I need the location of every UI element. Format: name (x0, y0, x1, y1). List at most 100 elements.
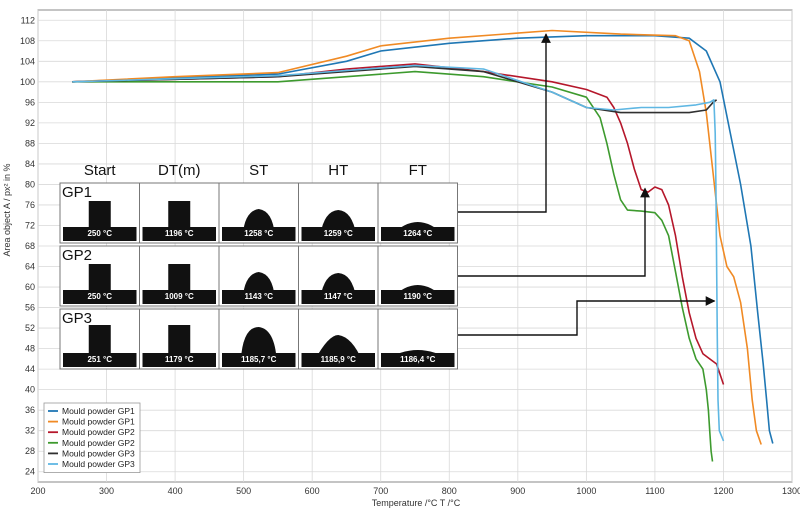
snapshot-column-header: ST (249, 162, 268, 179)
snapshot-temperature: 250 °C (87, 292, 112, 301)
x-tick-label: 1000 (576, 486, 596, 496)
snapshot-temperature: 1179 °C (165, 355, 194, 364)
series-line-2 (72, 29, 762, 445)
series-line-4 (72, 70, 714, 462)
snapshot-temperature: 1009 °C (165, 292, 194, 301)
specimen-silhouette (168, 201, 191, 235)
specimen-silhouette (88, 264, 111, 298)
y-tick-label: 44 (25, 364, 35, 374)
y-tick-label: 76 (25, 200, 35, 210)
specimen-silhouette (168, 264, 191, 298)
x-tick-label: 1200 (713, 486, 733, 496)
y-tick-label: 92 (25, 118, 35, 128)
temperature-strip (142, 227, 216, 239)
x-axis-label: Temperature /°C T /°C (372, 498, 461, 508)
x-tick-label: 500 (236, 486, 251, 496)
y-tick-label: 64 (25, 262, 35, 272)
y-axis-label: Area object A / px² in % (2, 163, 12, 256)
legend-entry: Mould powder GP2 (62, 427, 135, 437)
y-tick-label: 36 (25, 405, 35, 415)
snapshot-panels: Start DT(m) ST HT FT GP1 250 °C 1196 °C 1258 °C 1… (59, 162, 458, 370)
temperature-strip (222, 227, 296, 239)
snapshot-row-gp1: GP1 250 °C 1196 °C 1258 °C 1259 °C 1264 °C (59, 182, 458, 244)
specimen-silhouette (88, 201, 111, 235)
x-tick-label: 700 (373, 486, 388, 496)
snapshot-column-header: HT (328, 162, 348, 179)
legend-entry: Mould powder GP2 (62, 438, 135, 448)
y-tick-label: 68 (25, 241, 35, 251)
y-tick-label: 48 (25, 344, 35, 354)
snapshot-temperature: 1259 °C (324, 229, 353, 238)
temperature-strip (381, 290, 455, 302)
tick-labels: 200 300 400 500 600 700 800 900 1000 1100 1200 1300… (20, 15, 800, 496)
legend-entry: Mould powder GP1 (62, 417, 135, 427)
y-tick-label: 60 (25, 282, 35, 292)
y-tick-label: 72 (25, 220, 35, 230)
temperature-strip (63, 353, 137, 365)
snapshot-temperature: 1185,7 °C (241, 355, 276, 364)
snapshot-column-header: DT(m) (158, 162, 200, 179)
y-tick-label: 108 (20, 36, 35, 46)
specimen-silhouette (88, 325, 111, 361)
x-tick-label: 200 (30, 486, 45, 496)
snapshot-row-label: GP2 (62, 247, 92, 264)
snapshot-temperature: 1147 °C (324, 292, 353, 301)
x-tick-label: 400 (168, 486, 183, 496)
x-tick-label: 600 (305, 486, 320, 496)
annotation-arrows (458, 33, 716, 336)
snapshot-row-label: GP3 (62, 310, 92, 327)
x-tick-label: 1100 (645, 486, 664, 496)
series-lines (72, 29, 774, 462)
annotation-arrow (458, 187, 650, 277)
y-tick-label: 100 (20, 77, 35, 87)
y-tick-label: 96 (25, 97, 35, 107)
temperature-strip (381, 227, 455, 239)
temperature-strip (381, 353, 455, 365)
specimen-silhouette (240, 327, 277, 361)
legend-box (43, 402, 141, 473)
y-tick-label: 32 (25, 426, 35, 436)
snapshot-row-label: GP1 (62, 184, 92, 201)
snapshot-column-header: FT (409, 162, 427, 179)
y-tick-label: 56 (25, 303, 35, 313)
annotation-arrow (458, 296, 716, 336)
legend-entry: Mould powder GP1 (62, 406, 135, 416)
series-line-3 (72, 63, 725, 385)
temperature-strip (63, 290, 137, 302)
x-tick-label: 900 (510, 486, 525, 496)
specimen-silhouette (168, 325, 191, 361)
x-tick-label: 300 (99, 486, 114, 496)
snapshot-temperature: 1190 °C (403, 292, 432, 301)
snapshot-temperature: 1143 °C (244, 292, 273, 301)
temperature-strip (142, 290, 216, 302)
y-tick-label: 88 (25, 138, 35, 148)
y-tick-label: 84 (25, 159, 35, 169)
y-tick-label: 40 (25, 385, 35, 395)
temperature-strip (142, 353, 216, 365)
x-tick-label: 800 (442, 486, 457, 496)
snapshot-row-gp2: GP2 250 °C 1009 °C 1143 °C 1147 °C 1190 °C (59, 245, 458, 307)
y-tick-label: 52 (25, 323, 35, 333)
temperature-strip (63, 227, 137, 239)
temperature-strip (222, 290, 296, 302)
temperature-strip (301, 227, 375, 239)
legend-entry: Mould powder GP3 (62, 459, 135, 469)
y-tick-label: 80 (25, 179, 35, 189)
series-line-6 (72, 64, 725, 442)
y-tick-label: 28 (25, 446, 35, 456)
snapshot-temperature: 1264 °C (403, 229, 432, 238)
snapshot-temperature: 1258 °C (244, 229, 273, 238)
legend-entry: Mould powder GP3 (62, 448, 135, 458)
y-tick-label: 104 (20, 56, 35, 66)
annotation-arrow (458, 33, 551, 213)
y-tick-label: 24 (25, 467, 35, 477)
snapshot-column-header: Start (84, 162, 117, 179)
snapshot-row-gp3: GP3 251 °C 1179 °C 1185,7 °C 1185,9 °C 1186,4… (59, 308, 458, 370)
temperature-strip (301, 353, 375, 365)
y-tick-label: 112 (21, 15, 35, 25)
snapshot-temperature: 250 °C (87, 229, 112, 238)
snapshot-temperature: 251 °C (87, 355, 112, 364)
series-line-1 (72, 34, 774, 444)
